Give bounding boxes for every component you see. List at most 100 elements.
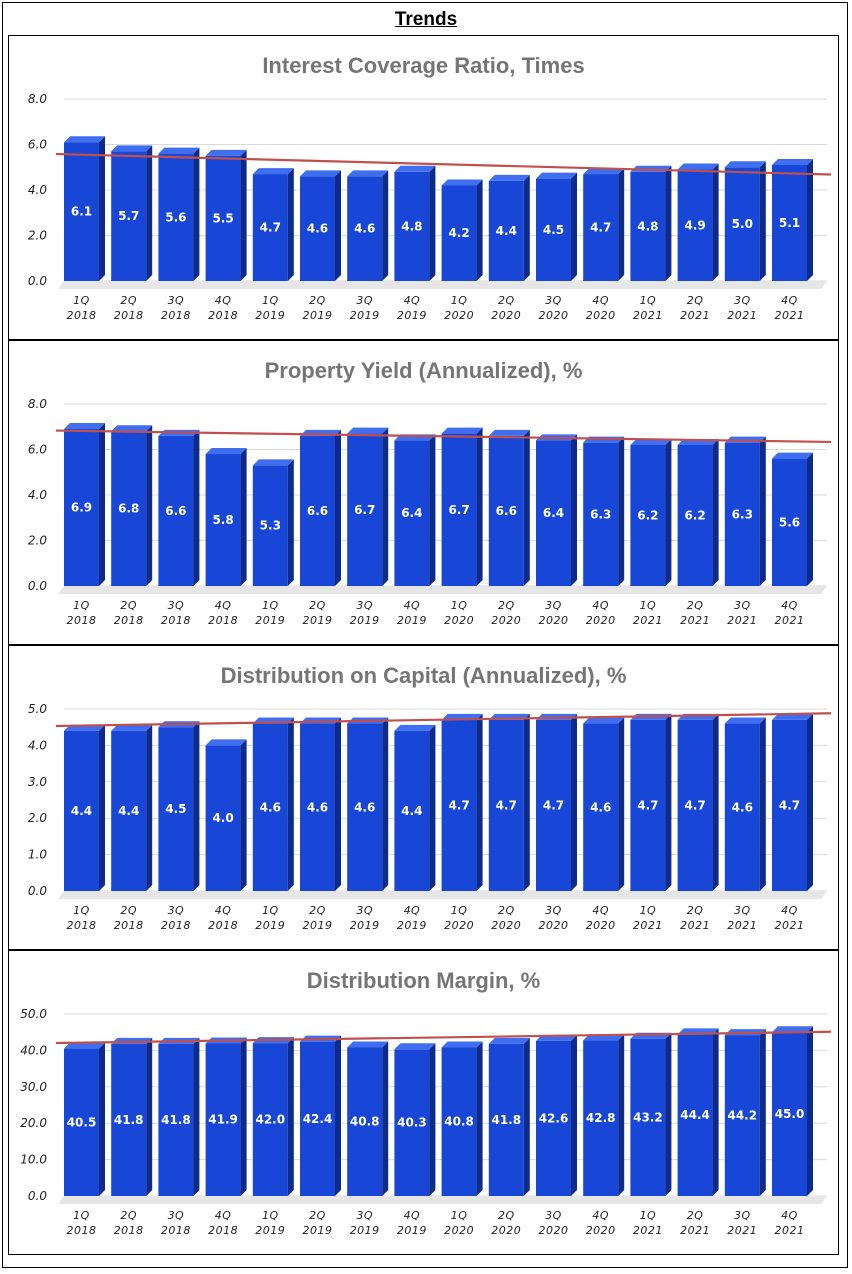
x-tick-label: 3Q 2019: [350, 294, 380, 322]
bar-front: [158, 1043, 194, 1196]
bar-front: [488, 1043, 524, 1196]
bar-front: [300, 435, 335, 586]
chart-panel-distribution-margin: Distribution Margin, % 0.0 10.0 20.0 30.0 40.…: [8, 950, 839, 1255]
bar-front: [677, 1034, 713, 1196]
bar-1q-2020: [441, 179, 483, 281]
bar-4q-2018: [205, 739, 247, 891]
bar-data-label: 5.3: [260, 519, 281, 533]
bar-top: [111, 145, 153, 152]
bar-side: [335, 429, 341, 586]
bar-side: [382, 427, 389, 586]
bar-front: [441, 719, 477, 891]
bar-1q-2019: [252, 1037, 294, 1196]
y-tick-label: 2.0: [28, 229, 47, 243]
bar-data-label: 42.4: [303, 1112, 333, 1126]
bar-data-label: 6.3: [590, 507, 611, 521]
x-tick-label: 2Q 2018: [114, 294, 144, 322]
bar-1q-2018: [64, 1042, 105, 1196]
bar-1q-2020: [441, 1041, 483, 1196]
bar-data-label: 42.6: [539, 1111, 569, 1125]
chart-title: Distribution on Capital (Annualized), %: [221, 663, 627, 688]
bar-side: [665, 438, 672, 586]
x-tick-label: 4Q 2018: [208, 904, 238, 932]
bar-front: [252, 174, 288, 281]
bar-3q-2018: [158, 429, 200, 586]
bar-2q-2020: [488, 429, 530, 586]
bar-top: [583, 717, 625, 724]
x-tick-label: 2Q 2020: [491, 1209, 521, 1237]
bar-data-label: 4.5: [543, 223, 564, 237]
bar-top: [772, 1026, 813, 1033]
bar-side: [712, 163, 719, 281]
x-tick-label: 4Q 2020: [586, 904, 616, 932]
x-tick-label: 1Q 2021: [633, 294, 663, 322]
bar-front: [488, 719, 524, 891]
bar-side: [240, 739, 247, 891]
bar-front: [300, 1041, 335, 1196]
bar-data-label: 4.7: [637, 798, 658, 812]
bar-side: [523, 1037, 530, 1196]
bar-front: [630, 444, 666, 586]
x-tick-label: 2Q 2019: [303, 599, 333, 627]
bar-2q-2020: [488, 1037, 530, 1196]
trendline: [55, 712, 832, 728]
bar-data-label: 4.9: [684, 218, 705, 232]
bar-data-label: 42.0: [255, 1113, 285, 1127]
bar-front: [300, 723, 335, 891]
bar-2q-2018: [111, 145, 153, 281]
x-tick-label: 1Q 2021: [633, 1209, 663, 1237]
bar-data-label: 41.8: [114, 1113, 144, 1127]
bar-4q-2018: [205, 149, 247, 281]
bar-side: [712, 713, 719, 891]
bar-data-label: 4.6: [307, 222, 328, 236]
x-tick-label: 1Q 2019: [255, 599, 285, 627]
x-tick-label: 4Q 2019: [397, 1209, 427, 1237]
bar-data-label: 6.9: [71, 501, 92, 515]
y-tick-label: 5.0: [28, 702, 47, 716]
bar-3q-2018: [158, 1037, 200, 1196]
bar-top: [205, 739, 247, 746]
bar-front: [205, 745, 241, 891]
bar-top: [488, 429, 530, 436]
x-tick-label: 3Q 2021: [727, 904, 757, 932]
bar-data-label: 4.2: [448, 226, 469, 240]
x-tick-label: 3Q 2021: [727, 294, 757, 322]
bar-data-label: 6.2: [684, 508, 705, 522]
bar-3q-2021: [724, 717, 766, 891]
bar-data-label: 4.4: [401, 804, 422, 818]
bar-1q-2019: [252, 459, 294, 586]
x-tick-label: 1Q 2020: [444, 294, 474, 322]
y-tick-label: 40.0: [20, 1043, 47, 1057]
bar-front: [64, 142, 99, 281]
bar-1q-2019: [252, 168, 294, 281]
bar-top: [394, 165, 436, 172]
bar-front: [252, 465, 288, 586]
bar-data-label: 4.7: [779, 798, 800, 812]
x-tick-label: 1Q 2019: [255, 294, 285, 322]
bar-front: [772, 719, 807, 891]
y-tick-label: 50.0: [20, 1007, 47, 1021]
bar-data-label: 4.7: [590, 221, 611, 235]
bar-side: [193, 721, 200, 891]
bar-side: [759, 717, 766, 891]
bar-4q-2018: [205, 448, 247, 586]
bar-front: [583, 174, 619, 281]
bar-top: [488, 174, 530, 181]
bar-4q-2019: [394, 165, 436, 281]
x-tick-label: 3Q 2020: [539, 599, 569, 627]
bar-front: [677, 444, 713, 586]
bar-front: [64, 730, 99, 891]
chart-panel-property-yield: Property Yield (Annualized), % 0.0 2.0 4.0 6…: [8, 340, 839, 645]
bar-front: [441, 1047, 477, 1196]
bar-data-label: 4.6: [260, 800, 281, 814]
bar-side: [807, 713, 813, 891]
bar-data-label: 5.1: [779, 216, 800, 230]
bar-top: [394, 1043, 436, 1050]
bar-2q-2018: [111, 425, 153, 586]
chart-title: Distribution Margin, %: [307, 968, 540, 993]
x-tick-label: 2Q 2021: [680, 294, 710, 322]
bar-front: [772, 1032, 807, 1196]
y-tick-label: 0.0: [28, 884, 47, 898]
bar-side: [476, 713, 483, 891]
